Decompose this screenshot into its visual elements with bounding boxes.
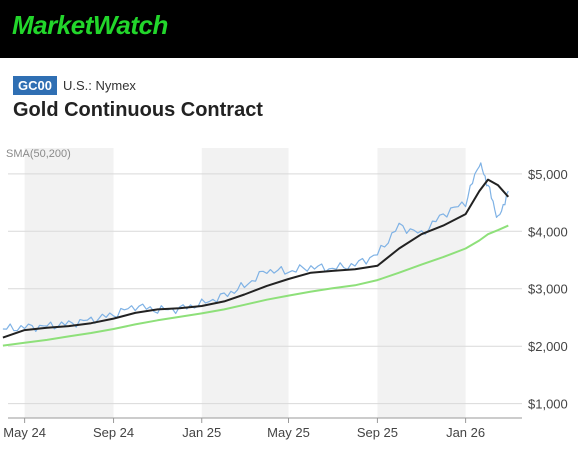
y-tick-label: $2,000 [528,339,568,354]
y-axis: $1,000 $2,000 $3,000 $4,000 $5,000 [528,167,568,412]
ticker-badge[interactable]: GC00 [13,75,57,95]
marketwatch-logo[interactable]: MarketWatch [12,10,168,40]
shaded-band-2 [377,148,466,418]
chart-series [2,162,510,347]
x-tick-label: Sep 24 [93,425,134,440]
price-chart[interactable]: SMA(50,200) $1,000 $2,000 $3,000 $4,000 $5,0… [0,140,578,457]
month-shading [24,148,466,418]
sma-50-line [2,178,510,339]
indicator-label: SMA(50,200) [6,148,71,160]
y-tick-label: $1,000 [528,397,568,412]
x-tick-label: Sep 25 [357,425,398,440]
x-tick-label: Jan 26 [446,425,485,440]
x-axis: May 24 Sep 24 Jan 25 May 25 Sep 25 Jan 26 [3,417,522,440]
y-tick-label: $3,000 [528,282,568,297]
y-tick-label: $4,000 [528,224,568,239]
quote-info: GC00 U.S.: Nymex [13,75,136,95]
x-tick-label: May 24 [3,425,46,440]
x-tick-label: Jan 25 [182,425,221,440]
page-title: Gold Continuous Contract [13,99,263,121]
chart-gridlines [8,173,522,405]
exchange-label: U.S.: Nymex [62,77,136,93]
site-header: MarketWatch [0,0,578,58]
shaded-band-0 [24,148,114,418]
y-tick-label: $5,000 [528,167,568,182]
x-tick-label: May 25 [267,425,310,440]
sma-200-line [2,224,509,347]
